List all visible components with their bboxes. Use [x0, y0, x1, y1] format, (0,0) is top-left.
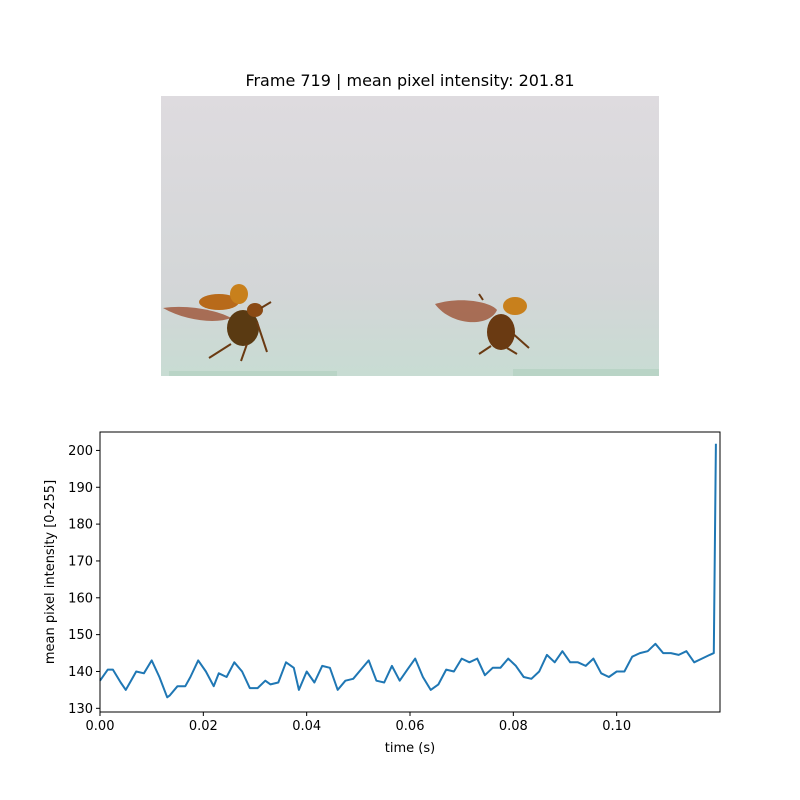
video-frame-image — [161, 96, 659, 376]
frame-title: Frame 719 | mean pixel intensity: 201.81 — [245, 71, 575, 90]
x-tick-label: 0.06 — [396, 719, 425, 734]
y-axis-label: mean pixel intensity [0-255] — [43, 480, 58, 664]
y-tick-label: 130 — [68, 702, 93, 717]
series-line — [99, 443, 717, 699]
x-axis-label: time (s) — [385, 741, 435, 756]
beetle-right — [435, 293, 530, 355]
y-tick-label: 190 — [68, 481, 93, 496]
x-tick-label: 0.10 — [602, 719, 631, 734]
y-tick-label: 160 — [68, 591, 93, 606]
x-tick-label: 0.02 — [189, 719, 218, 734]
x-tick-label: 0.04 — [292, 719, 321, 734]
y-tick-label: 180 — [68, 518, 93, 533]
platform-left — [169, 371, 337, 376]
y-tick-label: 200 — [68, 444, 93, 459]
x-tick-label: 0.08 — [499, 719, 528, 734]
platform-right — [513, 369, 659, 376]
beetle-left — [163, 284, 272, 362]
y-tick-label: 170 — [68, 554, 93, 569]
y-tick-label: 140 — [68, 665, 93, 680]
y-tick-label: 150 — [68, 628, 93, 643]
x-tick-label: 0.00 — [86, 719, 115, 734]
